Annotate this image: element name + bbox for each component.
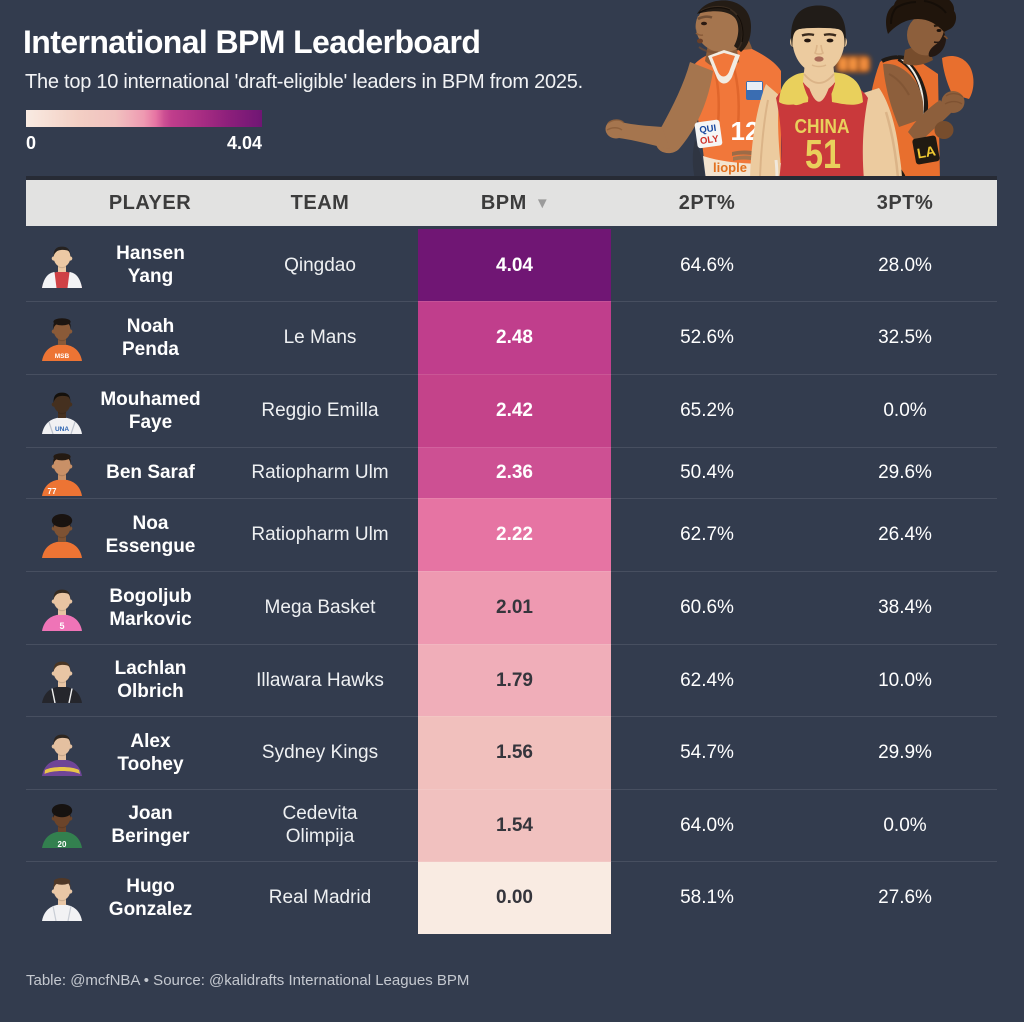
svg-text:OLY: OLY bbox=[699, 134, 720, 148]
svg-text:20: 20 bbox=[58, 840, 67, 848]
svg-text:QUI: QUI bbox=[699, 123, 717, 136]
svg-text:UNA: UNA bbox=[55, 426, 69, 433]
svg-text:51: 51 bbox=[805, 131, 841, 177]
svg-text:CHINA: CHINA bbox=[795, 116, 850, 138]
svg-text:MSB: MSB bbox=[55, 353, 70, 360]
svg-text:liople: liople bbox=[713, 160, 747, 175]
svg-text:77: 77 bbox=[48, 487, 57, 496]
svg-text:LA: LA bbox=[916, 142, 937, 161]
svg-text:5: 5 bbox=[59, 621, 64, 631]
